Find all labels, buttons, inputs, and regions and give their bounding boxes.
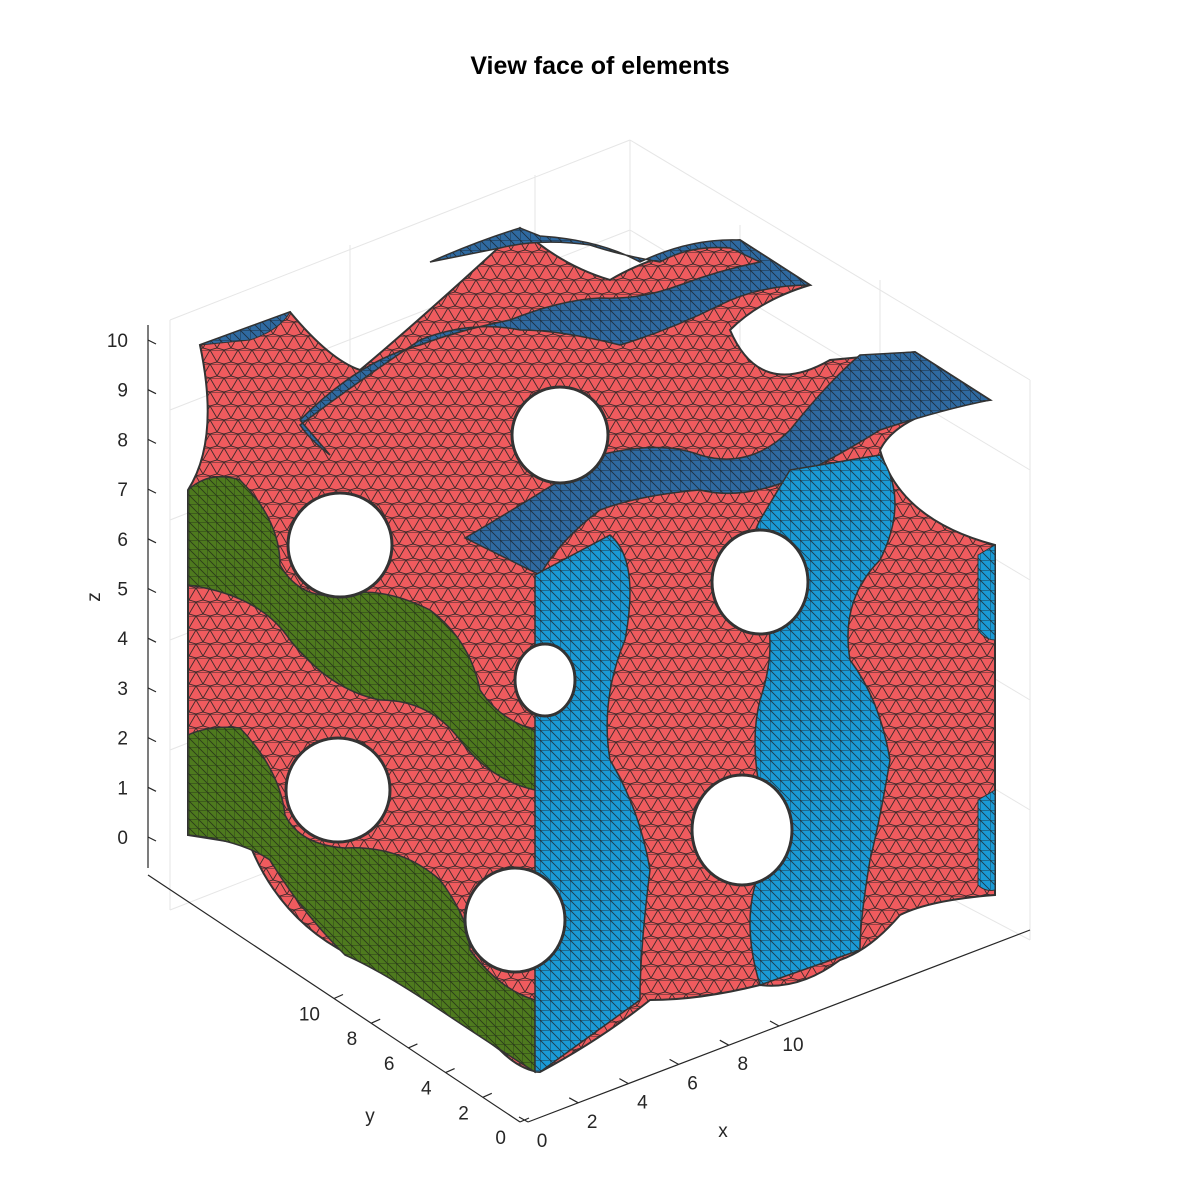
y-axis-tick-label: 8 <box>347 1029 358 1050</box>
figure-title: View face of elements <box>470 52 730 80</box>
y-axis-tick-label: 10 <box>299 1005 320 1026</box>
lattice-hole <box>286 491 394 599</box>
x-axis-tick-label: 8 <box>738 1054 749 1075</box>
side-face-x-max-right-b <box>977 789 996 891</box>
z-axis-tick-label: 10 <box>107 331 128 352</box>
x-axis-tick-label: 10 <box>782 1035 803 1056</box>
x-axis-tick-mark <box>518 1116 529 1123</box>
lattice-hole <box>690 773 794 887</box>
x-axis-tick-mark <box>619 1078 629 1085</box>
x-axis-tick-label: 0 <box>537 1131 548 1152</box>
z-axis-tick-label: 1 <box>117 778 128 799</box>
z-axis-tick-mark <box>147 786 157 792</box>
y-axis-tick-label: 6 <box>384 1054 395 1075</box>
top-face-corner <box>199 311 292 346</box>
x-axis-label: x <box>718 1121 728 1142</box>
x-axis-tick-label: 2 <box>587 1112 598 1133</box>
side-face-y-max-lower <box>187 726 536 1074</box>
top-face-band-front <box>463 351 992 576</box>
z-axis-tick-mark <box>147 389 157 395</box>
x-axis-tick-label: 6 <box>687 1073 698 1094</box>
y-axis-tick-mark <box>445 1068 455 1074</box>
z-axis-tick-label: 9 <box>117 381 128 402</box>
lattice-hole <box>284 736 392 844</box>
z-axis-tick-label: 3 <box>117 679 128 700</box>
z-axis-tick-label: 0 <box>117 828 128 849</box>
z-axis-label: z <box>84 592 105 602</box>
z-axis-tick-mark <box>147 538 157 544</box>
y-axis-tick-mark <box>482 1092 493 1098</box>
x-axis-tick-mark <box>769 1020 780 1027</box>
axis-ticks: 0 1 2 3 4 5 6 7 8 9 10 0 2 4 6 8 10 0 2 4 6 8 10 <box>107 331 804 1152</box>
x-axis-tick-mark <box>568 1097 579 1104</box>
z-axis-tick-mark <box>147 488 157 494</box>
z-axis-tick-mark <box>147 637 157 643</box>
x-axis-tick-mark <box>669 1058 679 1065</box>
z-axis-tick-label: 8 <box>117 430 128 451</box>
x-axis-tick-label: 4 <box>637 1093 648 1114</box>
top-face-band-back <box>298 227 813 456</box>
y-axis-tick-label: 0 <box>495 1128 506 1149</box>
lattice-hole <box>463 866 567 974</box>
y-axis-label: y <box>365 1106 375 1127</box>
z-axis-tick-mark <box>147 737 157 743</box>
z-axis-tick-mark <box>147 587 157 594</box>
z-axis-tick-label: 7 <box>117 480 128 501</box>
y-axis-tick-mark <box>333 993 344 1000</box>
z-axis-tick-label: 2 <box>117 729 128 750</box>
y-axis-tick-label: 2 <box>458 1103 469 1124</box>
z-axis-tick-mark <box>147 339 157 345</box>
lattice-hole <box>510 385 610 485</box>
side-face-x-max-right-a <box>977 544 996 641</box>
y-axis-tick-label: 4 <box>421 1079 432 1100</box>
lattice-hole <box>710 528 810 636</box>
z-axis-tick-mark <box>147 687 157 693</box>
side-face-y-max-upper <box>187 475 536 791</box>
z-axis-tick-label: 6 <box>117 530 128 551</box>
z-axis-tick-label: 5 <box>117 580 128 601</box>
z-axis-tick-mark <box>147 836 157 842</box>
lattice-hole <box>513 642 577 718</box>
lattice-body <box>187 226 996 1074</box>
y-axis-tick-mark <box>408 1043 418 1049</box>
z-axis-tick-mark <box>147 438 157 444</box>
y-axis-tick-mark <box>370 1018 381 1024</box>
x-axis-tick-mark <box>719 1039 730 1046</box>
z-axis-tick-label: 4 <box>117 629 128 650</box>
